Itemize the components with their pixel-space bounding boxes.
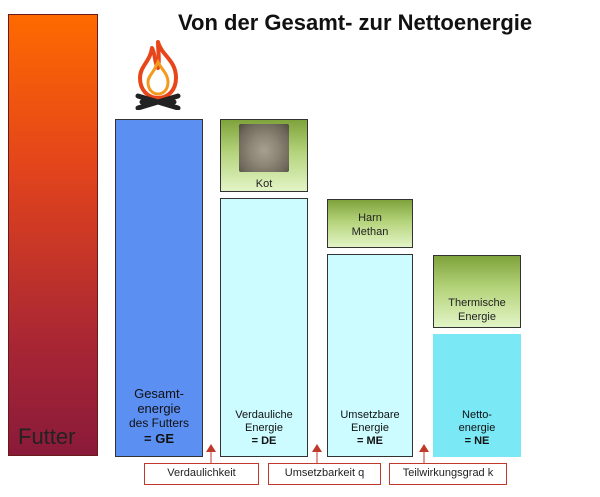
ge-bar — [115, 119, 203, 457]
fire-icon — [135, 40, 181, 110]
futter-label: Futter — [18, 424, 76, 449]
futter-bar — [8, 14, 98, 456]
de-bar — [220, 198, 308, 457]
me-label-2: Energie — [351, 422, 389, 434]
me-label: Umsetzbare Energie = ME — [327, 409, 413, 448]
ne-label: Netto- energie = NE — [433, 409, 521, 448]
kot-box: Kot — [220, 119, 308, 192]
ge-label-2: energie — [137, 401, 181, 416]
ge-label-4: = GE — [144, 431, 174, 446]
umsetzbarkeit-box: Umsetzbarkeit q — [268, 463, 381, 485]
me-label-3: = ME — [357, 435, 383, 447]
therm-label-2: Energie — [458, 311, 496, 323]
me-label-1: Umsetzbare — [340, 409, 400, 421]
harn-methan-box: Harn Methan — [327, 199, 413, 248]
harn-label: Harn — [358, 212, 382, 224]
kot-label: Kot — [255, 178, 273, 190]
therm-label-1: Thermische — [448, 297, 506, 309]
ne-bar — [433, 334, 521, 457]
teilwirkungsgrad-box: Teilwirkungsgrad k — [389, 463, 507, 485]
thermische-energie-box: Thermische Energie — [433, 255, 521, 328]
ge-label-3: des Futters — [128, 416, 190, 430]
ne-label-3: = NE — [464, 435, 490, 447]
ne-label-1: Netto- — [462, 409, 492, 421]
ge-label-1: Gesamt- — [134, 386, 184, 401]
de-label-2: Energie — [245, 422, 283, 434]
de-label-1: Verdauliche — [235, 409, 293, 421]
feces-photo — [239, 124, 289, 172]
de-label-3: = DE — [251, 435, 277, 447]
ge-label: Gesamt- energie des Futters = GE — [115, 386, 203, 446]
me-bar — [327, 254, 413, 457]
ne-label-2: energie — [458, 422, 496, 434]
methan-label: Methan — [351, 226, 389, 238]
diagram-title: Von der Gesamt- zur Nettoenergie — [178, 10, 533, 35]
verdaulichkeit-box: Verdaulichkeit — [144, 463, 259, 485]
de-label: Verdauliche Energie = DE — [220, 409, 308, 448]
